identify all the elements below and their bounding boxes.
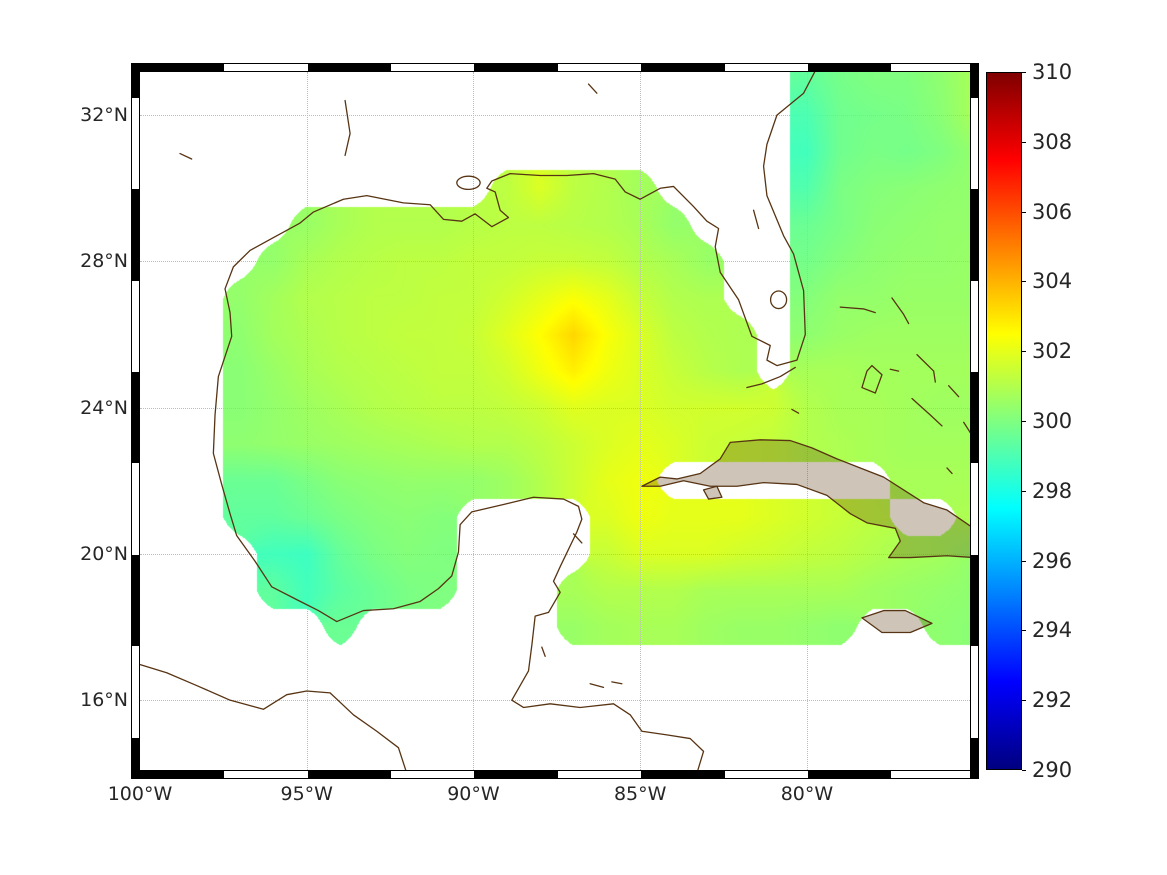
- frame-segment: [807, 771, 892, 778]
- frame-segment: [132, 646, 139, 738]
- inland-water-features: [180, 84, 759, 228]
- colorbar-tick: [1022, 141, 1026, 143]
- x-tick-label: 80°W: [780, 783, 834, 805]
- frame-segment: [132, 463, 139, 555]
- frame-segment: [971, 554, 978, 647]
- frame-segment: [724, 771, 808, 778]
- gridline-lon: [806, 72, 808, 770]
- y-tick-label: 32°N: [80, 104, 128, 127]
- frame-segment: [971, 646, 978, 738]
- colorbar-tick: [1022, 72, 1026, 73]
- frame-segment: [132, 737, 139, 778]
- coastline-isle-of-youth: [704, 486, 722, 499]
- coastline-bahamas: [792, 298, 970, 474]
- gridline-lat: [140, 261, 970, 263]
- y-tick-label: 20°N: [80, 542, 128, 565]
- colorbar-tick-label: 300: [1032, 409, 1073, 433]
- gridline-lat: [140, 553, 970, 555]
- colorbar-tick: [1022, 560, 1026, 562]
- frame-segment: [474, 771, 558, 778]
- colorbar-tick: [1022, 770, 1026, 771]
- frame-segment: [224, 64, 308, 71]
- sst-heatmap-canvas: [140, 72, 970, 770]
- colorbar-tick-label: 310: [1032, 60, 1073, 84]
- frame-segment: [132, 64, 139, 98]
- frame-segment: [132, 189, 139, 281]
- colorbar-tick-label: 302: [1032, 339, 1073, 364]
- frame-left: [131, 63, 140, 779]
- colorbar-tick: [1022, 490, 1026, 492]
- y-tick-label: 16°N: [80, 689, 128, 712]
- frame-segment: [971, 372, 978, 464]
- frame-segment: [132, 771, 225, 778]
- frame-segment: [971, 280, 978, 373]
- frame-segment: [891, 64, 975, 71]
- coastline-florida-keys: [747, 367, 795, 387]
- colorbar-tick: [1022, 421, 1026, 422]
- frame-segment: [132, 97, 139, 190]
- colorbar-tick-label: 292: [1032, 688, 1073, 713]
- colorbar-tick-label: 294: [1032, 618, 1073, 643]
- colorbar-tick: [1022, 351, 1026, 353]
- frame-right: [970, 63, 979, 779]
- frame-segment: [557, 64, 642, 71]
- frame-segment: [132, 64, 225, 71]
- colorbar-tick: [1022, 700, 1026, 702]
- colorbar-tick: [1022, 630, 1026, 632]
- frame-segment: [807, 64, 892, 71]
- frame-segment: [132, 554, 139, 647]
- y-tick-label: 28°N: [80, 250, 128, 273]
- coastline-small-islands: [542, 534, 622, 688]
- colorbar-tick-label: 308: [1032, 129, 1073, 154]
- gridline-lon: [640, 72, 642, 770]
- gridline-lon: [306, 72, 308, 770]
- frame-top: [131, 63, 979, 72]
- colorbar-tick-label: 290: [1032, 758, 1073, 782]
- frame-segment: [224, 771, 308, 778]
- frame-segment: [971, 97, 978, 190]
- lake-okeechobee: [771, 291, 787, 309]
- colorbar-tick-label: 298: [1032, 478, 1073, 503]
- y-tick-label: 24°N: [80, 396, 128, 419]
- frame-segment: [971, 64, 978, 98]
- frame-segment: [132, 372, 139, 464]
- colorbar-tick: [1022, 281, 1026, 283]
- frame-segment: [641, 64, 725, 71]
- x-tick-label: 100°W: [107, 783, 173, 805]
- gridline-lat: [140, 115, 970, 117]
- frame-segment: [641, 771, 725, 778]
- colorbar-tick-label: 306: [1032, 199, 1073, 224]
- frame-segment: [474, 64, 558, 71]
- coastline-pacific: [140, 664, 407, 770]
- frame-segment: [724, 64, 808, 71]
- colorbar-tick: [1022, 211, 1026, 213]
- x-tick-label: 95°W: [280, 783, 333, 805]
- gridline-lat: [140, 700, 970, 702]
- colorbar-tick-label: 304: [1032, 269, 1073, 294]
- frame-bottom: [131, 770, 979, 779]
- frame-segment: [307, 64, 392, 71]
- x-tick-label: 85°W: [613, 783, 667, 805]
- coastline-jamaica: [862, 611, 932, 633]
- frame-segment: [557, 771, 642, 778]
- gridline-lat: [140, 407, 970, 409]
- coastline-mainland: [213, 72, 817, 770]
- coastline-cuba: [642, 440, 970, 558]
- frame-segment: [971, 737, 978, 778]
- gridline-lon: [473, 72, 475, 770]
- x-tick-label: 90°W: [447, 783, 500, 805]
- colorbar: [986, 72, 1022, 770]
- frame-segment: [971, 463, 978, 555]
- frame-segment: [971, 189, 978, 281]
- frame-segment: [391, 771, 475, 778]
- frame-segment: [132, 280, 139, 373]
- frame-segment: [891, 771, 975, 778]
- frame-segment: [307, 771, 392, 778]
- frame-segment: [391, 64, 475, 71]
- colorbar-tick-label: 296: [1032, 548, 1073, 573]
- lake-pontchartrain: [457, 176, 480, 189]
- coastlines-overlay: [140, 72, 970, 770]
